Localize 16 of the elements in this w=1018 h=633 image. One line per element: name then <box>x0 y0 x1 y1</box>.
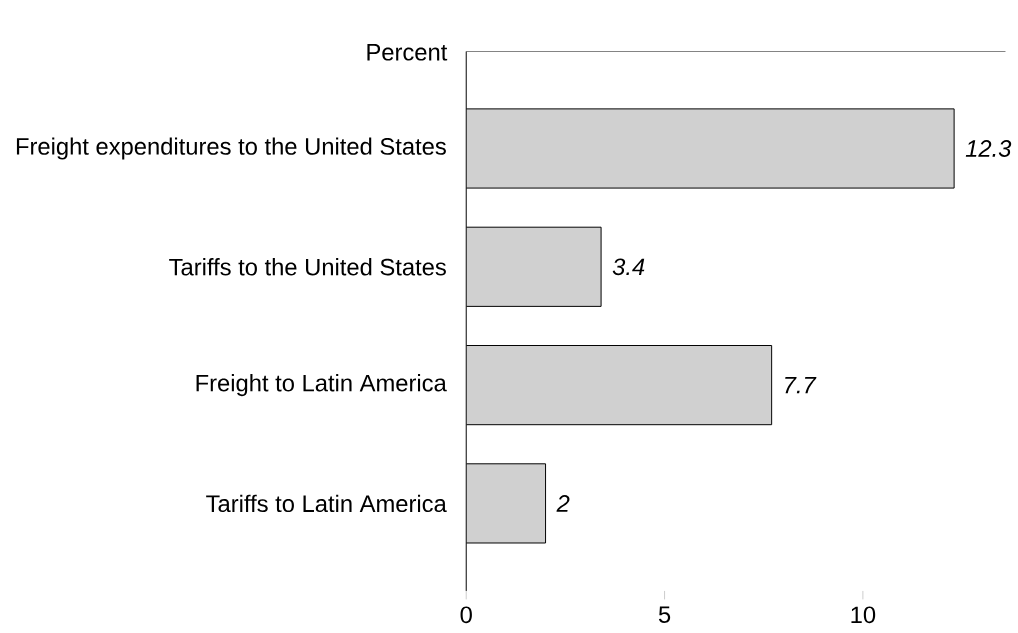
bar <box>466 108 955 189</box>
x-tick-label: 0 <box>460 606 472 624</box>
bar <box>466 345 773 426</box>
bar <box>466 463 547 544</box>
bar <box>466 226 602 308</box>
y-tick-label: Tariffs to Latin America <box>206 494 447 513</box>
y-tick-label: Freight to Latin America <box>196 374 447 397</box>
y-tick-label: Freight expenditures to the United States <box>16 137 446 160</box>
x-tick-label: 10 <box>851 606 876 624</box>
data-label: 3.4 <box>612 258 645 276</box>
data-label: 7.7 <box>785 377 817 394</box>
y-tick-label: Tariffs to the United States <box>169 258 446 276</box>
x-tick-label: 5 <box>658 606 671 624</box>
text: Percent <box>367 44 448 61</box>
data-label: 2 <box>556 495 570 512</box>
data-label: 12.3 <box>965 140 1012 158</box>
